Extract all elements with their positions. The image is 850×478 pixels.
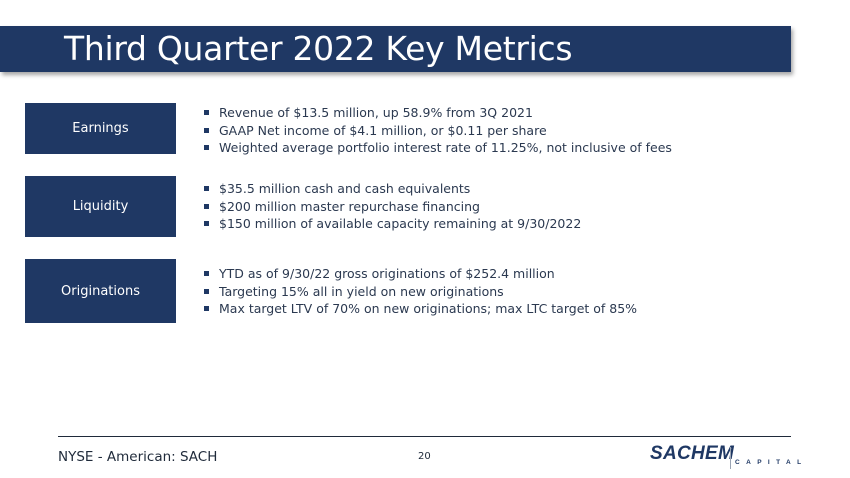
logo-wordmark: SACHEM xyxy=(650,443,735,464)
originations-bullet-list: YTD as of 9/30/22 gross originations of … xyxy=(204,265,637,318)
title-banner: Third Quarter 2022 Key Metrics xyxy=(0,26,791,72)
category-label: Originations xyxy=(61,283,140,299)
category-liquidity: Liquidity xyxy=(25,176,176,237)
square-bullet-icon xyxy=(204,271,209,276)
bullet-item: $35.5 million cash and cash equivalents xyxy=(204,180,581,198)
square-bullet-icon xyxy=(204,306,209,311)
slide-title: Third Quarter 2022 Key Metrics xyxy=(64,29,573,68)
footer-divider xyxy=(58,436,791,437)
bullet-text: Revenue of $13.5 million, up 58.9% from … xyxy=(219,105,533,120)
bullet-item: $150 million of available capacity remai… xyxy=(204,215,581,233)
earnings-bullet-list: Revenue of $13.5 million, up 58.9% from … xyxy=(204,104,672,157)
bullet-item: $200 million master repurchase financing xyxy=(204,198,581,216)
square-bullet-icon xyxy=(204,145,209,150)
page-number: 20 xyxy=(418,451,431,462)
category-earnings: Earnings xyxy=(25,103,176,154)
bullet-text: GAAP Net income of $4.1 million, or $0.1… xyxy=(219,122,547,138)
square-bullet-icon xyxy=(204,288,209,294)
category-label: Liquidity xyxy=(72,199,129,214)
square-bullet-icon xyxy=(204,221,209,226)
liquidity-bullet-list: $35.5 million cash and cash equivalents … xyxy=(204,180,581,233)
bullet-text: $150 million of available capacity remai… xyxy=(219,216,582,231)
logo-divider xyxy=(730,447,731,469)
bullet-text: Weighted average portfolio interest rate… xyxy=(219,140,672,155)
bullet-item: YTD as of 9/30/22 gross originations of … xyxy=(204,265,637,283)
bullet-text: $35.5 million cash and cash equivalents xyxy=(219,181,471,196)
bullet-item: Weighted average portfolio interest rate… xyxy=(204,139,672,157)
square-bullet-icon xyxy=(204,110,209,115)
category-originations: Originations xyxy=(25,259,176,323)
bullet-text: $200 million master repurchase financing xyxy=(219,198,480,214)
square-bullet-icon xyxy=(204,203,209,209)
sachem-capital-logo: SACHEM CAPITAL xyxy=(650,443,801,471)
bullet-text: Max target LTV of 70% on new origination… xyxy=(219,301,638,316)
bullet-item: GAAP Net income of $4.1 million, or $0.1… xyxy=(204,122,672,140)
category-label: Earnings xyxy=(72,121,129,136)
bullet-text: Targeting 15% all in yield on new origin… xyxy=(219,283,504,299)
bullet-item: Targeting 15% all in yield on new origin… xyxy=(204,283,637,301)
bullet-item: Max target LTV of 70% on new origination… xyxy=(204,300,637,318)
square-bullet-icon xyxy=(204,186,209,191)
bullet-text: YTD as of 9/30/22 gross originations of … xyxy=(219,266,555,281)
bullet-item: Revenue of $13.5 million, up 58.9% from … xyxy=(204,104,672,122)
ticker-label: NYSE - American: SACH xyxy=(58,449,218,465)
square-bullet-icon xyxy=(204,127,209,133)
logo-subtext: CAPITAL xyxy=(735,459,808,466)
